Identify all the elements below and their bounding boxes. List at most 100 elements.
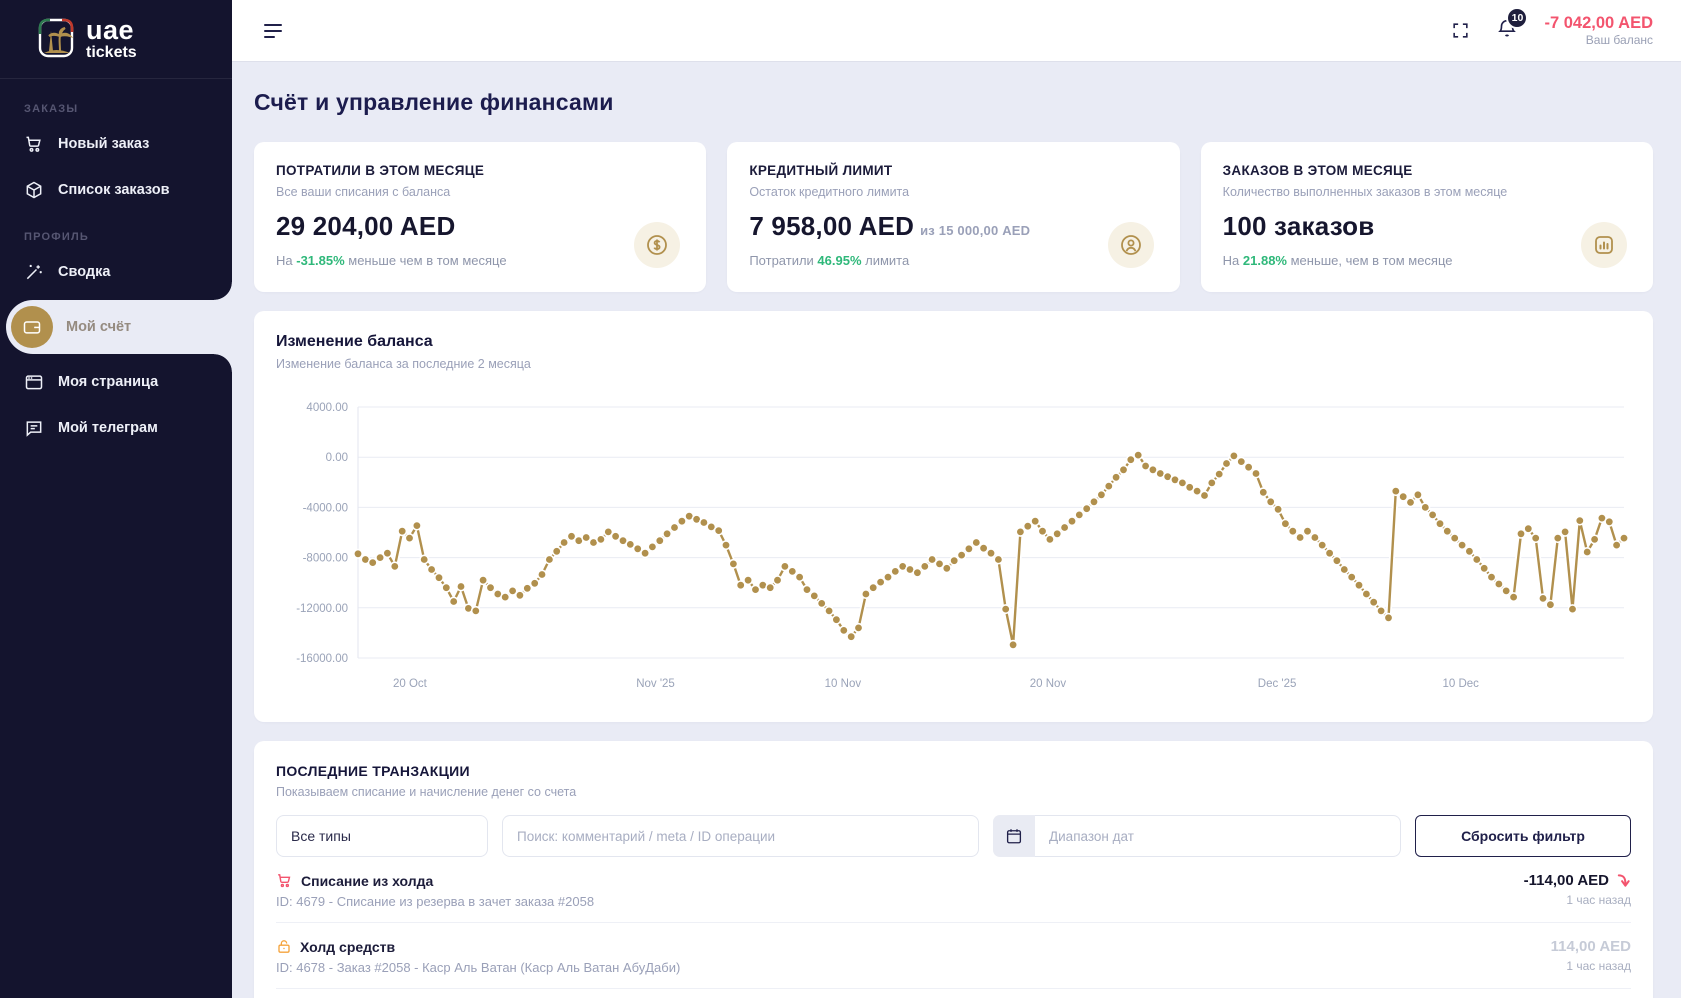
card-value: 100 заказов	[1222, 211, 1375, 241]
calendar-icon[interactable]	[993, 815, 1035, 857]
svg-text:20 Oct: 20 Oct	[393, 678, 428, 690]
transaction-amount: -114,00 AED	[1524, 872, 1631, 889]
main-area: 10 -7 042,00 AED Ваш баланс Счёт и управ…	[232, 0, 1681, 998]
transaction-title: Холд средств	[300, 938, 396, 955]
page-title: Счёт и управление финансами	[254, 89, 614, 115]
nav-section-profile: ПРОФИЛЬ	[24, 231, 89, 243]
topbar: 10 -7 042,00 AED Ваш баланс	[232, 0, 1681, 61]
transaction-row[interactable]: Списание из холда ID: 4679 - Списание из…	[276, 857, 1631, 923]
balance-label: Ваш баланс	[1585, 33, 1653, 48]
transactions-subtitle: Показываем списание и начисление денег с…	[276, 785, 577, 799]
svg-text:-16000.00: -16000.00	[296, 653, 348, 665]
sidebar-item-label: Сводка	[58, 264, 111, 280]
sidebar-item-order-list[interactable]: Список заказов	[0, 167, 232, 213]
wallet-icon	[23, 321, 41, 334]
card-subtitle: Остаток кредитного лимита	[749, 185, 910, 199]
svg-text:Nov '25: Nov '25	[636, 678, 675, 690]
arrow-down-icon	[1617, 873, 1630, 887]
transaction-time: 1 час назад	[1566, 959, 1631, 973]
type-filter-select[interactable]: Все типы	[276, 815, 488, 857]
logo-text-tickets: tickets	[86, 44, 137, 61]
svg-text:-4000.00: -4000.00	[303, 502, 348, 514]
stat-cards-row: ПОТРАТИЛИ В ЭТОМ МЕСЯЦЕ Все ваши списани…	[254, 142, 1653, 292]
transactions-list: Списание из холда ID: 4679 - Списание из…	[276, 857, 1631, 989]
nav-section-orders: ЗАКАЗЫ	[24, 103, 79, 115]
card-footer: Потратили 46.95% лимита	[749, 253, 910, 268]
card-value: 7 958,00 AED из 15 000,00 AED	[749, 211, 1031, 241]
page-content: Счёт и управление финансами ПОТРАТИЛИ В …	[232, 61, 1681, 998]
chat-icon	[26, 421, 42, 437]
card-title: ЗАКАЗОВ В ЭТОМ МЕСЯЦЕ	[1222, 163, 1413, 178]
bar-chart-icon	[1581, 222, 1627, 268]
uae-tickets-logo-icon	[38, 18, 74, 58]
balance-value: -7 042,00 AED	[1544, 13, 1653, 32]
line-chart-canvas: 4000.00 0.00 -4000.00 -8000.00 -12000.00 -160…	[296, 402, 1630, 690]
sidebar-item-label: Новый заказ	[58, 136, 150, 152]
svg-text:-12000.00: -12000.00	[296, 603, 348, 615]
sidebar-item-label: Мой счёт	[66, 319, 132, 335]
sidebar-item-label: Список заказов	[58, 182, 170, 198]
sidebar-item-label: Мой телеграм	[58, 420, 158, 436]
notifications-button[interactable]: 10	[1496, 7, 1529, 45]
sidebar-item-my-page[interactable]: Моя страница	[0, 359, 232, 405]
logo: uae tickets	[0, 0, 232, 79]
sidebar-item-my-account[interactable]: Мой счёт	[6, 282, 232, 372]
sidebar-item-new-order[interactable]: Новый заказ	[0, 121, 232, 167]
balance-display: -7 042,00 AED Ваш баланс	[1544, 13, 1653, 49]
transactions-filters: Все типы Сбросить фильтр	[276, 815, 1631, 857]
logo-text-uae: uae	[86, 15, 135, 45]
transaction-row[interactable]: Холд средств ID: 4678 - Заказ #2058 - Ка…	[276, 923, 1631, 989]
fullscreen-icon	[1453, 23, 1469, 38]
balance-chart-panel: Изменение баланса Изменение баланса за п…	[254, 311, 1653, 722]
transaction-description: ID: 4679 - Списание из резерва в зачет з…	[276, 894, 595, 909]
person-icon	[1107, 222, 1154, 268]
box-icon	[26, 181, 42, 199]
card-footer: На 21.88% меньше, чем в том месяце	[1222, 253, 1453, 268]
wand-icon	[26, 264, 42, 280]
cart-icon	[278, 874, 291, 888]
chart-subtitle: Изменение баланса за последние 2 месяца	[276, 357, 531, 371]
chart-title: Изменение баланса	[276, 333, 433, 350]
svg-text:0.00: 0.00	[326, 452, 348, 464]
coin-icon	[634, 222, 681, 268]
transaction-amount: 114,00 AED	[1550, 938, 1631, 955]
card-title: ПОТРАТИЛИ В ЭТОМ МЕСЯЦЕ	[276, 163, 485, 178]
active-item-icon-circle	[11, 306, 53, 348]
sidebar-item-label: Моя страница	[58, 374, 159, 390]
notification-count-badge: 10	[1506, 7, 1529, 29]
svg-text:20 Nov: 20 Nov	[1030, 678, 1067, 690]
svg-text:-8000.00: -8000.00	[303, 553, 348, 565]
card-subtitle: Все ваши списания с баланса	[276, 185, 451, 199]
transactions-title: ПОСЛЕДНИЕ ТРАНЗАКЦИИ	[276, 763, 470, 779]
search-input[interactable]	[502, 815, 979, 857]
stat-card-orders: ЗАКАЗОВ В ЭТОМ МЕСЯЦЕ Количество выполне…	[1200, 142, 1653, 292]
svg-text:10 Dec: 10 Dec	[1442, 678, 1479, 690]
stat-card-credit-limit: КРЕДИТНЫЙ ЛИМИТ Остаток кредитного лимит…	[727, 142, 1180, 292]
transaction-time: 1 час назад	[1566, 893, 1631, 907]
transactions-panel: ПОСЛЕДНИЕ ТРАНЗАКЦИИ Показываем списание…	[254, 741, 1653, 998]
card-subtitle: Количество выполненных заказов в этом ме…	[1222, 185, 1508, 199]
lock-icon	[278, 940, 290, 953]
svg-text:10 Nov: 10 Nov	[825, 678, 862, 690]
svg-text:4000.00: 4000.00	[306, 402, 348, 414]
date-range-group	[993, 815, 1401, 857]
sidebar-item-summary[interactable]: Сводка	[0, 249, 232, 295]
date-range-input[interactable]	[1035, 815, 1401, 857]
window-icon	[25, 375, 43, 390]
svg-text:Dec '25: Dec '25	[1258, 678, 1297, 690]
fullscreen-button[interactable]	[1451, 21, 1470, 40]
card-title: КРЕДИТНЫЙ ЛИМИТ	[749, 163, 893, 178]
cart-icon	[26, 136, 41, 152]
transaction-title: Списание из холда	[301, 872, 434, 889]
card-value: 29 204,00 AED	[276, 211, 456, 241]
hamburger-menu-button[interactable]	[264, 23, 284, 38]
card-footer: На -31.85% меньше чем в том месяце	[276, 253, 507, 268]
sidebar-item-my-telegram[interactable]: Мой телеграм	[0, 405, 232, 451]
sidebar: uae tickets ЗАКАЗЫ Новый заказ Список за…	[0, 0, 232, 998]
stat-card-spent: ПОТРАТИЛИ В ЭТОМ МЕСЯЦЕ Все ваши списани…	[254, 142, 707, 292]
reset-filter-button[interactable]: Сбросить фильтр	[1415, 815, 1631, 857]
sidebar-nav: ЗАКАЗЫ Новый заказ Список заказов ПРОФИЛ…	[0, 79, 232, 451]
transaction-description: ID: 4678 - Заказ #2058 - Каср Аль Ватан …	[276, 960, 681, 975]
balance-chart: 4000.00 0.00 -4000.00 -8000.00 -12000.00 -160…	[276, 395, 1631, 700]
